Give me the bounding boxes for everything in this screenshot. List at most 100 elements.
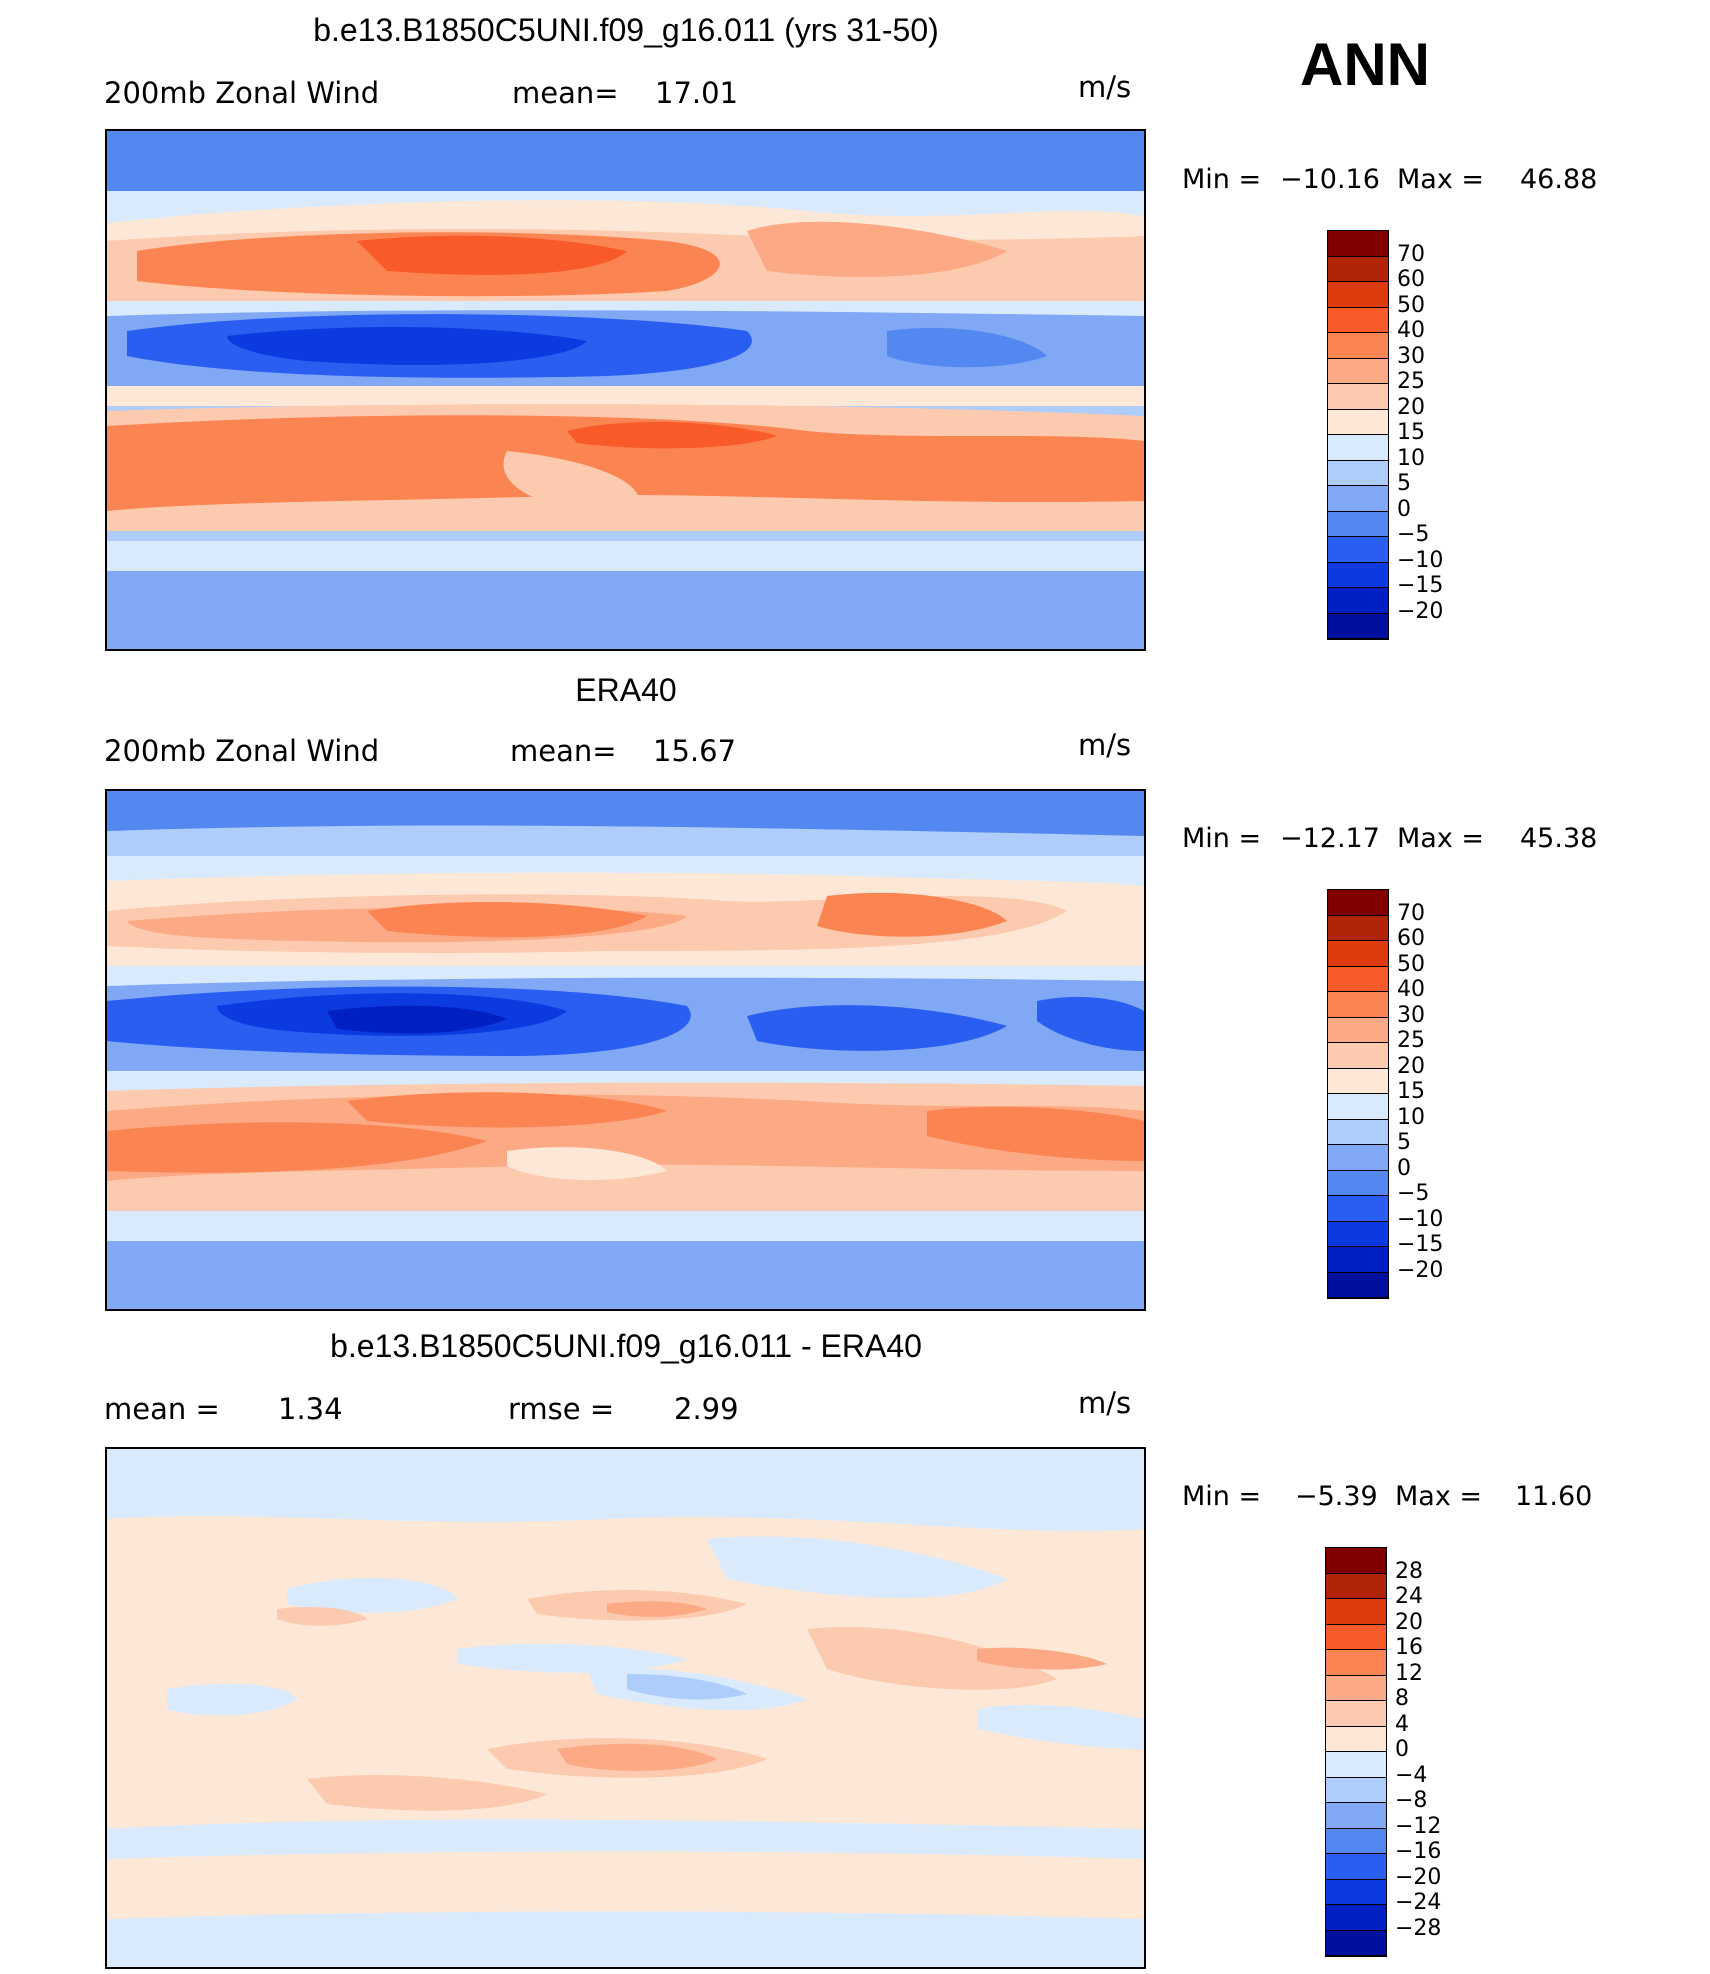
colorbar-tick-label: 60 [1397, 926, 1425, 951]
colorbar-cell [1328, 1272, 1388, 1298]
units-label: m/s [1078, 70, 1132, 104]
colorbar-cell [1328, 562, 1388, 588]
colorbar-cell [1326, 1803, 1386, 1829]
colorbar-tick-label: 0 [1397, 496, 1411, 522]
colorbar-cell [1326, 1624, 1386, 1650]
colorbar-cell [1326, 1828, 1386, 1854]
colorbar-tick-label: −5 [1397, 522, 1430, 547]
colorbar-cell [1328, 307, 1388, 333]
colorbar-cell [1328, 333, 1388, 359]
colorbar-tick-label: −8 [1395, 1788, 1428, 1813]
colorbar-model [1327, 230, 1389, 640]
colorbar-cell [1328, 537, 1388, 563]
colorbar-tick-label: −20 [1395, 1864, 1442, 1890]
colorbar-tick-label: 8 [1395, 1686, 1409, 1711]
colorbar-cell [1326, 1777, 1386, 1803]
min-value: −10.16 [1280, 164, 1380, 195]
colorbar-cell [1328, 1221, 1388, 1247]
colorbar-cell [1328, 409, 1388, 435]
rmse-label: rmse = [508, 1392, 615, 1426]
units-label: m/s [1078, 728, 1132, 762]
colorbar-cell [1328, 1196, 1388, 1222]
panel-title-model: b.e13.B1850C5UNI.f09_g16.011 (yrs 31-50) [313, 12, 939, 48]
mean-label: mean = [104, 1392, 220, 1426]
colorbar-tick-label: 28 [1395, 1558, 1423, 1584]
colorbar-tick-label: 16 [1395, 1635, 1423, 1660]
colorbar-tick-label: 60 [1397, 267, 1425, 292]
colorbar-cell [1326, 1675, 1386, 1701]
colorbar-diff [1325, 1547, 1387, 1957]
min-label: Min = [1182, 164, 1262, 195]
map-obs [105, 789, 1146, 1311]
max-value: 46.88 [1520, 164, 1598, 195]
colorbar-tick-label: −20 [1397, 1257, 1444, 1283]
colorbar-tick-label: 15 [1397, 420, 1425, 445]
colorbar-cell [1328, 1017, 1388, 1043]
colorbar-cell [1326, 1905, 1386, 1931]
max-value: 11.60 [1515, 1481, 1593, 1512]
colorbar-cell [1328, 1094, 1388, 1120]
season-label: ANN [1300, 31, 1430, 98]
colorbar-tick-label: 70 [1397, 241, 1425, 267]
colorbar-cell [1328, 966, 1388, 992]
colorbar-cell [1326, 1930, 1386, 1956]
colorbar-cell [1328, 1170, 1388, 1196]
colorbar-tick-label: −28 [1395, 1915, 1442, 1941]
min-value: −12.17 [1280, 823, 1380, 854]
colorbar-tick-label: 50 [1397, 292, 1425, 318]
colorbar-tick-label: 10 [1397, 1104, 1425, 1130]
colorbar-cell [1326, 1854, 1386, 1880]
panel-title-obs: ERA40 [575, 672, 677, 708]
colorbar-cell [1328, 915, 1388, 941]
colorbar-cell [1326, 1573, 1386, 1599]
colorbar-tick-label: 30 [1397, 1002, 1425, 1028]
colorbar-cell [1328, 890, 1388, 916]
mean-value: 15.67 [653, 734, 737, 768]
colorbar-tick-label: −15 [1397, 1232, 1444, 1257]
colorbar-cell [1326, 1726, 1386, 1752]
colorbar-cell [1328, 1119, 1388, 1145]
colorbar-cell [1328, 358, 1388, 384]
colorbar-cell [1328, 460, 1388, 486]
colorbar-cell [1328, 435, 1388, 461]
colorbar-cell [1328, 1247, 1388, 1273]
colorbar-tick-label: −24 [1395, 1890, 1442, 1915]
rmse-value: 2.99 [674, 1392, 739, 1426]
max-label: Max = [1397, 164, 1485, 195]
colorbar-tick-label: 0 [1397, 1155, 1411, 1181]
colorbar-tick-label: 70 [1397, 900, 1425, 926]
colorbar-cell [1326, 1650, 1386, 1676]
colorbar-tick-label: 20 [1397, 1053, 1425, 1079]
min-label: Min = [1182, 1481, 1262, 1512]
max-label: Max = [1395, 1481, 1483, 1512]
colorbar-tick-label: 40 [1397, 977, 1425, 1002]
colorbar-cell [1328, 384, 1388, 410]
panel-title-diff: b.e13.B1850C5UNI.f09_g16.011 - ERA40 [330, 1328, 922, 1364]
min-label: Min = [1182, 823, 1262, 854]
colorbar-cell [1328, 511, 1388, 537]
colorbar-tick-label: 5 [1397, 1130, 1411, 1155]
colorbar-tick-label: −10 [1397, 1206, 1444, 1232]
colorbar-cell [1328, 282, 1388, 308]
colorbar-tick-label: −10 [1397, 547, 1444, 573]
colorbar-tick-label: 20 [1395, 1609, 1423, 1635]
colorbar-tick-label: −4 [1395, 1762, 1428, 1788]
colorbar-cell [1326, 1879, 1386, 1905]
colorbar-tick-label: 4 [1395, 1711, 1409, 1737]
colorbar-cell [1328, 992, 1388, 1018]
colorbar-tick-label: 25 [1397, 369, 1425, 394]
colorbar-cell [1326, 1701, 1386, 1727]
max-value: 45.38 [1520, 823, 1598, 854]
colorbar-tick-label: 25 [1397, 1028, 1425, 1053]
colorbar-tick-label: 24 [1395, 1584, 1423, 1609]
max-label: Max = [1397, 823, 1485, 854]
colorbar-cell [1328, 231, 1388, 257]
colorbar-cell [1328, 941, 1388, 967]
colorbar-tick-label: 15 [1397, 1079, 1425, 1104]
units-label: m/s [1078, 1386, 1132, 1420]
colorbar-tick-label: −5 [1397, 1181, 1430, 1206]
colorbar-tick-label: 40 [1397, 318, 1425, 343]
mean-value: 17.01 [655, 76, 739, 110]
colorbar-tick-label: −20 [1397, 598, 1444, 624]
colorbar-tick-label: 5 [1397, 471, 1411, 496]
